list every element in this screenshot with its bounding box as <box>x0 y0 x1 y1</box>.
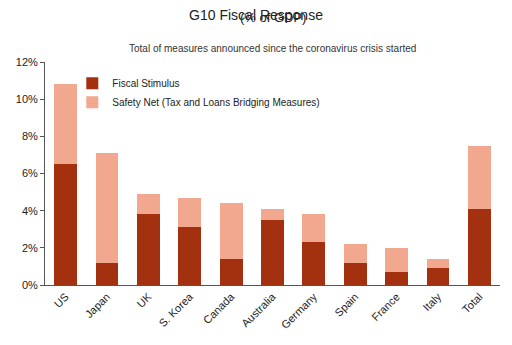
svg-text:2%: 2% <box>22 242 38 254</box>
svg-text:Total of measures announced si: Total of measures announced since the co… <box>129 43 416 54</box>
svg-text:12%: 12% <box>16 56 38 68</box>
svg-text:Japan: Japan <box>83 291 113 321</box>
svg-text:France: France <box>369 291 402 324</box>
svg-text:G10 Fiscal Response: G10 Fiscal Response <box>189 7 323 23</box>
svg-text:4%: 4% <box>22 205 38 217</box>
svg-text:Fiscal Stimulus: Fiscal Stimulus <box>112 78 179 89</box>
svg-text:Canada: Canada <box>201 290 237 326</box>
svg-text:S. Korea: S. Korea <box>156 290 195 329</box>
svg-text:6%: 6% <box>22 167 38 179</box>
svg-text:Spain: Spain <box>332 291 360 319</box>
svg-text:Germany: Germany <box>279 290 320 331</box>
svg-text:Australia: Australia <box>239 290 278 329</box>
svg-text:8%: 8% <box>22 130 38 142</box>
svg-text:Total: Total <box>460 291 485 316</box>
svg-text:US: US <box>52 291 71 310</box>
svg-text:Safety Net (Tax and Loans Brid: Safety Net (Tax and Loans Bridging Measu… <box>112 97 319 108</box>
svg-text:UK: UK <box>134 290 154 310</box>
svg-text:0%: 0% <box>22 279 38 291</box>
svg-text:(% of GDP): (% of GDP) <box>240 10 306 25</box>
svg-text:10%: 10% <box>16 93 38 105</box>
svg-text:Italy: Italy <box>420 290 443 313</box>
